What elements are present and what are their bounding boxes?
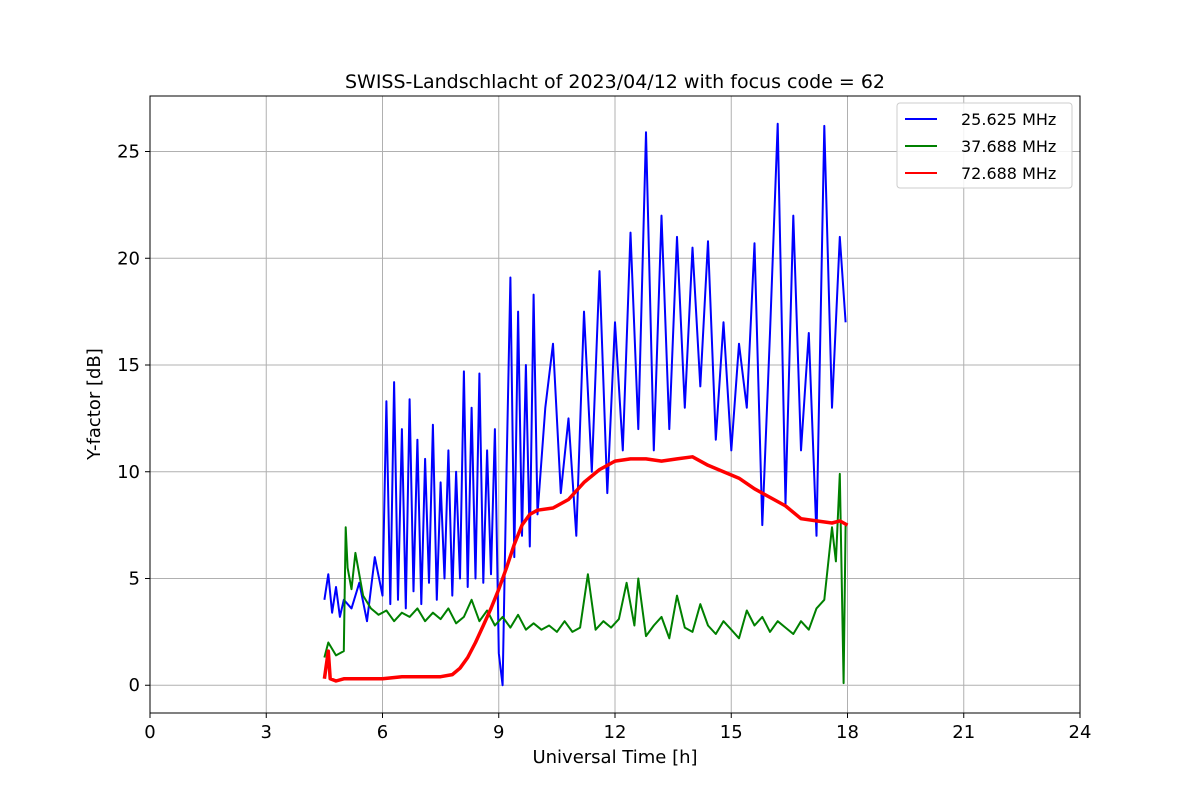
series-line-37-688-mhz: [323, 472, 847, 685]
series-line-72-688-mhz: [322, 455, 849, 683]
x-axis-ticks: 0 3 6 9 12 15 18 21 24: [144, 713, 1091, 743]
x-tick-label: 21: [952, 722, 975, 743]
x-tick-label: 6: [377, 722, 388, 743]
legend-box: [896, 102, 1073, 189]
legend-label: 25.625 MHz: [961, 110, 1056, 129]
chart-title: SWISS-Landschlacht of 2023/04/12 with fo…: [345, 71, 885, 93]
y-tick-label: 0: [129, 675, 140, 696]
x-tick-label: 9: [493, 722, 504, 743]
y-tick-label: 20: [117, 248, 140, 269]
legend-label: 72.688 MHz: [961, 164, 1056, 183]
x-tick-label: 0: [144, 722, 155, 743]
x-axis-label: Universal Time [h]: [532, 747, 697, 768]
y-tick-label: 15: [117, 355, 140, 376]
y-tick-label: 25: [117, 142, 140, 163]
x-tick-label: 24: [1069, 722, 1092, 743]
legend: 25.625 MHz 37.688 MHz 72.688 MHz: [896, 102, 1073, 189]
plot-area: [322, 122, 849, 687]
x-tick-label: 12: [604, 722, 627, 743]
y-axis-ticks: 0 5 10 15 20 25: [117, 142, 150, 696]
x-tick-label: 3: [261, 722, 272, 743]
x-tick-label: 15: [720, 722, 743, 743]
y-tick-label: 10: [117, 462, 140, 483]
series-line-25-625-mhz: [323, 122, 847, 687]
y-axis-label: Y-factor [dB]: [84, 348, 105, 461]
legend-label: 37.688 MHz: [961, 137, 1056, 156]
y-tick-label: 5: [129, 568, 140, 589]
x-tick-label: 18: [836, 722, 859, 743]
